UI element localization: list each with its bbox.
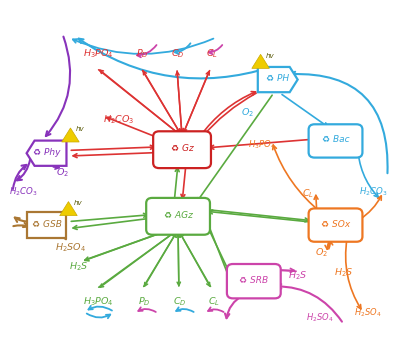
Text: $H_2SO_4$: $H_2SO_4$ (306, 312, 333, 324)
Text: ♻ Bac: ♻ Bac (322, 136, 349, 144)
Polygon shape (60, 202, 77, 216)
Text: ♻ SOx: ♻ SOx (321, 220, 350, 228)
Text: $H_3PO_4$: $H_3PO_4$ (83, 296, 114, 308)
Polygon shape (258, 67, 298, 92)
Text: hv: hv (74, 200, 83, 206)
Text: $C_D$: $C_D$ (171, 47, 185, 59)
FancyBboxPatch shape (27, 213, 66, 238)
Text: $H_2CO_3$: $H_2CO_3$ (103, 114, 134, 126)
Text: $H_2SO_4$: $H_2SO_4$ (354, 307, 381, 319)
Text: $H_2S$: $H_2S$ (334, 266, 353, 279)
Text: ♻ SRB: ♻ SRB (239, 276, 268, 285)
Text: $C_L$: $C_L$ (208, 296, 220, 308)
Text: ♻ Phy: ♻ Phy (33, 147, 60, 157)
Text: $P_D$: $P_D$ (136, 47, 148, 59)
FancyBboxPatch shape (227, 264, 281, 298)
Text: $O_2$: $O_2$ (56, 166, 69, 179)
Text: $C_L$: $C_L$ (302, 187, 314, 200)
Text: ♻ Gz: ♻ Gz (171, 144, 194, 153)
Polygon shape (62, 128, 79, 142)
Text: $C_D$: $C_D$ (173, 296, 187, 308)
Text: hv: hv (266, 52, 275, 58)
Text: $H_2S$: $H_2S$ (288, 270, 307, 282)
Text: $H_2S$: $H_2S$ (69, 261, 88, 274)
Polygon shape (27, 140, 66, 166)
Polygon shape (252, 54, 269, 68)
Text: ♻ AGz: ♻ AGz (164, 211, 192, 220)
FancyBboxPatch shape (146, 198, 210, 235)
Text: $H_2CO_3$: $H_2CO_3$ (360, 186, 388, 198)
Text: hv: hv (76, 126, 85, 132)
Text: ♻ PH: ♻ PH (266, 74, 289, 83)
Text: $H_2CO_3$: $H_2CO_3$ (9, 186, 37, 198)
Text: $H_2SO_4$: $H_2SO_4$ (55, 241, 86, 254)
FancyBboxPatch shape (309, 208, 362, 242)
Text: $O_2$: $O_2$ (241, 107, 254, 119)
Text: $O_2$: $O_2$ (315, 247, 328, 259)
FancyBboxPatch shape (153, 131, 211, 168)
Text: ♻ GSB: ♻ GSB (32, 220, 62, 228)
Text: $P_D$: $P_D$ (138, 296, 150, 308)
Text: $H_3PO_4$: $H_3PO_4$ (83, 47, 114, 59)
Text: $H_3PO_4$: $H_3PO_4$ (248, 138, 276, 151)
Text: $C_L$: $C_L$ (206, 47, 218, 59)
FancyBboxPatch shape (309, 124, 362, 158)
